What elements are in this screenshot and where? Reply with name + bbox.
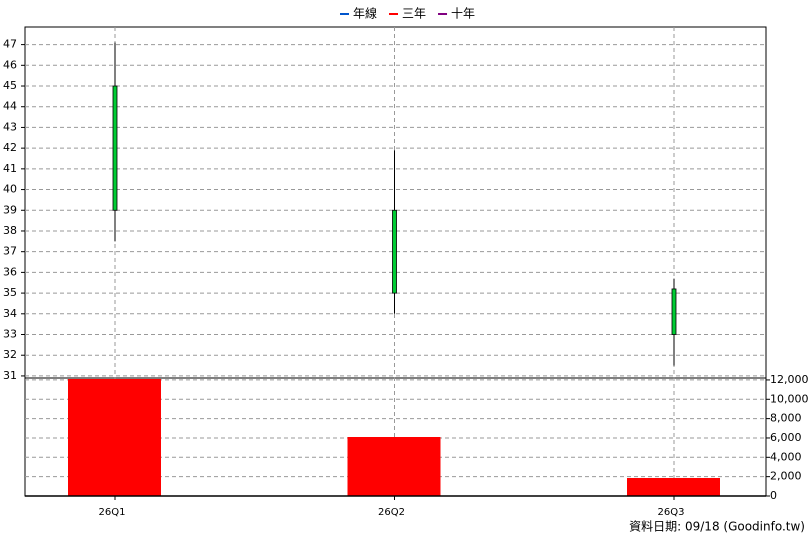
y2-tick-label: 4,000 xyxy=(770,450,802,463)
y-tick-label: 46 xyxy=(3,58,17,71)
y-tick-label: 39 xyxy=(3,203,17,216)
x-tick-label: 26Q1 xyxy=(99,507,126,518)
x-tick-label: 26Q2 xyxy=(378,507,405,518)
y-tick-label: 31 xyxy=(3,369,17,382)
volume-bar xyxy=(627,478,720,496)
x-tick-label: 26Q3 xyxy=(658,507,685,518)
y-tick-label: 36 xyxy=(3,265,17,278)
y2-tick-label: 8,000 xyxy=(770,412,802,425)
y-tick-label: 35 xyxy=(3,286,17,299)
volume-bar xyxy=(347,437,441,496)
y2-tick-label: 10,000 xyxy=(770,392,808,405)
y-tick-label: 43 xyxy=(3,120,17,133)
y-tick-label: 47 xyxy=(3,38,17,51)
volume-bar xyxy=(68,378,161,496)
y2-tick-label: 6,000 xyxy=(770,431,802,444)
candle-body xyxy=(112,85,118,211)
legend-label: 三年 xyxy=(402,7,426,21)
y-tick-label: 40 xyxy=(3,183,17,196)
candle-body xyxy=(392,209,397,294)
y-tick-label: 34 xyxy=(3,307,17,320)
legend-label: 年線 xyxy=(353,6,377,21)
y-tick-label: 32 xyxy=(3,348,17,361)
y-tick-label: 44 xyxy=(3,100,17,113)
y2-tick-label: 2,000 xyxy=(770,470,802,483)
y-tick-label: 45 xyxy=(3,79,17,92)
source-note: 資料日期: 09/18 (Goodinfo.tw) xyxy=(629,520,805,534)
y-tick-label: 33 xyxy=(3,328,17,341)
y-tick-label: 41 xyxy=(3,162,17,175)
y-tick-label: 42 xyxy=(3,141,17,154)
legend-label: 十年 xyxy=(451,7,475,21)
y-tick-label: 38 xyxy=(3,224,17,237)
y2-tick-label: 0 xyxy=(770,489,777,502)
candle-body xyxy=(671,288,677,335)
y-tick-label: 37 xyxy=(3,245,17,258)
y2-tick-label: 12,000 xyxy=(770,373,808,386)
